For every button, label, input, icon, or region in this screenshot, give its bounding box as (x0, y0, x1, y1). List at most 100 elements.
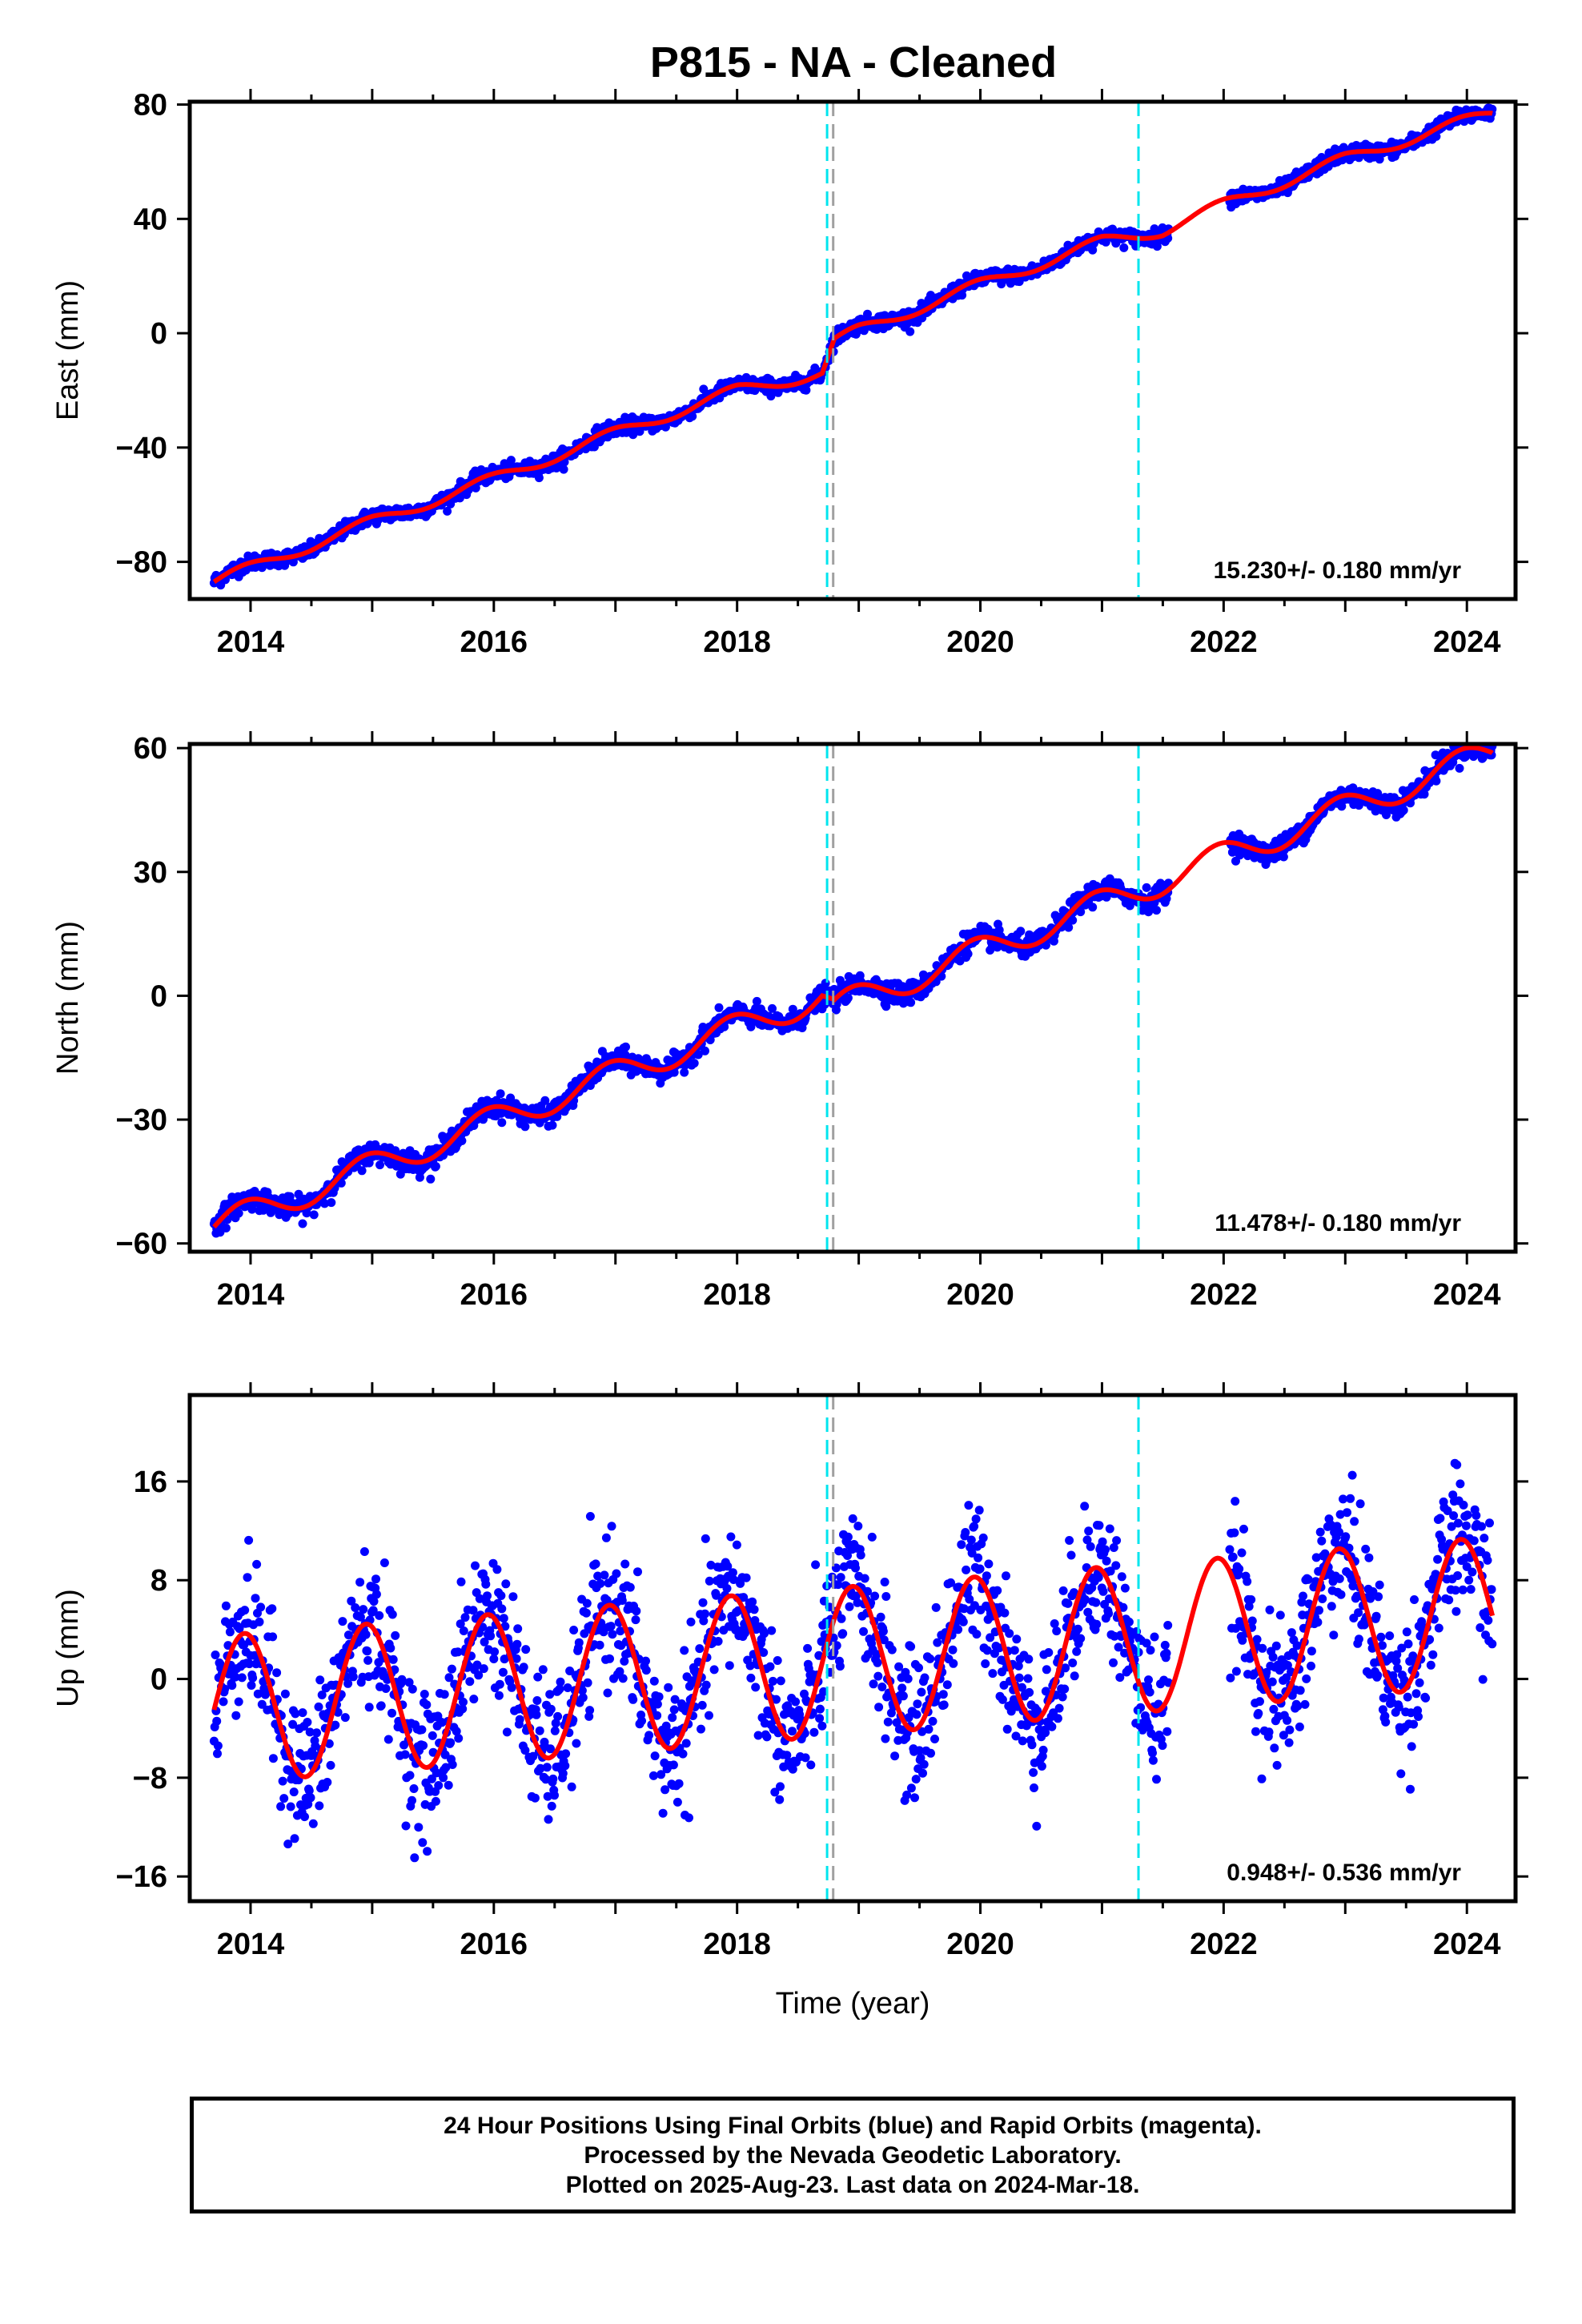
data-point (235, 1624, 244, 1634)
data-point (697, 1700, 707, 1710)
data-point (289, 1787, 299, 1797)
data-point (481, 1579, 491, 1589)
data-point (272, 1668, 282, 1678)
data-point (454, 1734, 464, 1743)
data-point (776, 1676, 785, 1686)
data-point (409, 1784, 419, 1793)
data-point (856, 1550, 865, 1560)
data-point (920, 1673, 930, 1683)
data-point (300, 1812, 309, 1822)
data-point (247, 1681, 256, 1690)
rate-label: 11.478+/- 0.180 mm/yr (1215, 1210, 1461, 1236)
data-point (499, 1614, 508, 1623)
data-point (375, 1610, 384, 1620)
data-point (971, 1514, 981, 1524)
data-point (502, 1727, 512, 1737)
data-point (741, 1573, 751, 1582)
data-point (376, 1701, 386, 1711)
data-point (680, 1646, 689, 1655)
data-point (315, 1675, 325, 1685)
data-point (596, 1578, 605, 1588)
data-point (906, 1783, 916, 1793)
data-point (966, 1535, 976, 1545)
data-point (507, 1683, 516, 1692)
data-point (883, 1717, 893, 1727)
data-point (556, 1677, 565, 1687)
data-point (343, 1630, 353, 1640)
data-point (530, 1793, 540, 1803)
data-point (506, 1093, 516, 1103)
data-point (251, 1594, 260, 1603)
y-tick-label: −30 (116, 1104, 167, 1137)
data-point (903, 1674, 913, 1683)
data-point (283, 1839, 293, 1849)
data-point (873, 1671, 883, 1681)
data-point (714, 1003, 724, 1012)
data-point (536, 1763, 545, 1773)
data-point (641, 1666, 651, 1675)
data-point (1002, 1571, 1010, 1581)
data-point (459, 1626, 468, 1635)
data-point (213, 1741, 223, 1751)
data-point (474, 1671, 484, 1680)
data-point (869, 1679, 878, 1689)
data-point (791, 1697, 801, 1707)
data-point (257, 1699, 267, 1709)
data-point (245, 1659, 254, 1669)
data-point (768, 1676, 777, 1686)
data-point (533, 1672, 543, 1682)
data-point (649, 1676, 659, 1686)
data-point (439, 1773, 448, 1783)
data-point (285, 1192, 295, 1201)
data-point (881, 1002, 891, 1011)
data-point (520, 1746, 530, 1755)
data-point (333, 1707, 343, 1717)
data-point (259, 1205, 268, 1215)
rate-label: 15.230+/- 0.180 mm/yr (1214, 557, 1462, 584)
data-point (1088, 903, 1098, 912)
data-point (551, 1719, 560, 1728)
data-point (926, 1748, 935, 1758)
data-point (494, 1691, 504, 1700)
data-point (697, 1724, 705, 1734)
data-point (658, 1808, 668, 1818)
data-point (388, 1655, 398, 1664)
data-point (681, 1739, 691, 1748)
data-point (315, 1801, 324, 1811)
data-point (560, 1761, 570, 1771)
data-point (1431, 776, 1441, 786)
data-point (713, 1637, 723, 1646)
data-point (465, 1677, 475, 1687)
data-point (601, 1533, 611, 1542)
x-tick-label: 2018 (703, 625, 771, 659)
data-point (359, 1605, 368, 1614)
data-point (974, 1506, 984, 1515)
data-point (1279, 852, 1288, 862)
data-point (468, 1606, 478, 1615)
data-point (369, 1597, 379, 1606)
data-point (383, 1735, 393, 1744)
data-point (475, 1594, 484, 1603)
data-point (669, 1760, 678, 1770)
data-point (582, 1598, 592, 1608)
data-point (621, 1042, 630, 1051)
data-point (513, 1624, 523, 1634)
x-tick-label: 2020 (946, 1278, 1014, 1312)
data-point (686, 1617, 696, 1626)
data-point (541, 1775, 551, 1784)
data-point (1016, 927, 1026, 936)
data-point (379, 1558, 389, 1567)
data-point (974, 1553, 983, 1562)
data-point (693, 1050, 703, 1059)
data-point (290, 1834, 299, 1844)
data-point (221, 1601, 231, 1610)
data-point (767, 1626, 777, 1635)
data-point (351, 1603, 360, 1612)
data-point (914, 1663, 923, 1673)
data-point (323, 1778, 332, 1787)
y-tick-label: 30 (134, 856, 167, 890)
data-point (674, 1779, 684, 1788)
data-point (988, 1669, 998, 1679)
data-point (256, 1602, 266, 1612)
data-point (550, 1791, 559, 1800)
